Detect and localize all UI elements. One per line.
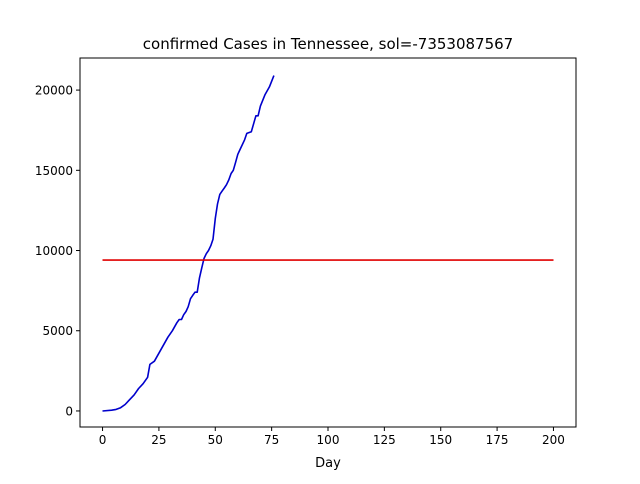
x-tick-label: 50 xyxy=(208,433,223,447)
y-tick-label: 10000 xyxy=(35,244,73,258)
x-axis-label: Day xyxy=(315,456,341,471)
y-axis-ticks: 0 5000 10000 15000 20000 xyxy=(35,84,80,418)
chart-title: confirmed Cases in Tennessee, sol=-73530… xyxy=(143,35,513,53)
y-tick-label: 0 xyxy=(65,404,73,418)
x-tick-label: 75 xyxy=(264,433,279,447)
y-tick-label: 15000 xyxy=(35,164,73,178)
x-tick-label: 25 xyxy=(151,433,166,447)
y-tick-label: 20000 xyxy=(35,84,73,98)
x-axis-ticks: 0 25 50 75 100 125 150 175 200 xyxy=(99,427,565,447)
x-tick-label: 0 xyxy=(99,433,107,447)
plot-background xyxy=(80,58,576,427)
x-tick-label: 200 xyxy=(542,433,565,447)
x-tick-label: 125 xyxy=(373,433,396,447)
y-tick-label: 5000 xyxy=(42,324,73,338)
x-tick-label: 150 xyxy=(429,433,452,447)
x-tick-label: 100 xyxy=(317,433,340,447)
x-tick-label: 175 xyxy=(486,433,509,447)
series-line-1 xyxy=(102,75,275,412)
series-layer xyxy=(102,75,554,412)
